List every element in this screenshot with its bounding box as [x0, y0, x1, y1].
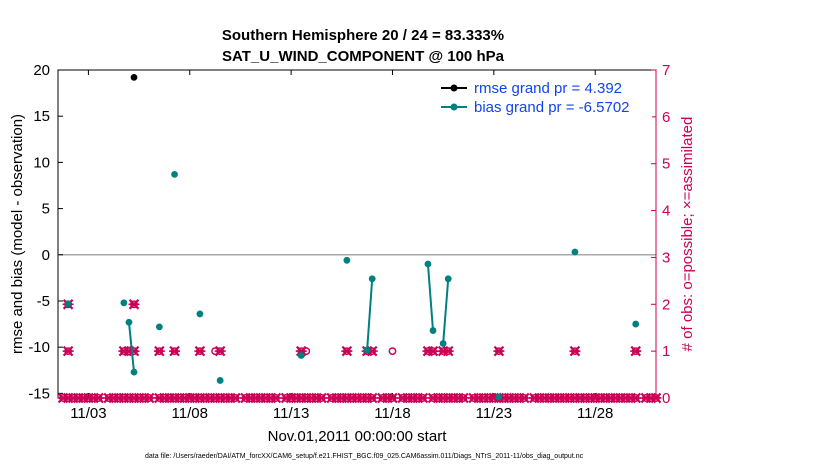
rmse-series	[130, 73, 138, 81]
legend-rmse-label: rmse grand pr = 4.392	[474, 80, 622, 97]
x-tick-label: 11/08	[172, 405, 208, 422]
obs-assimilated-marker	[457, 392, 469, 404]
legend-bias-marker	[450, 103, 458, 111]
bias-line-segment	[127, 322, 136, 373]
bias-point	[429, 327, 437, 334]
y-tick-label-right: 3	[662, 249, 670, 266]
obs-assimilated-marker	[417, 392, 429, 404]
y-tick-label-right: 4	[662, 203, 670, 220]
legend-box	[432, 76, 652, 120]
obs-assimilated-marker	[169, 345, 181, 357]
bias-point	[343, 256, 351, 264]
obs-assimilated-marker	[427, 345, 439, 357]
x-tick-label: 11/23	[476, 405, 512, 422]
y-tick-label-left: -5	[37, 293, 50, 310]
bias-line-segment	[366, 278, 374, 351]
rmse-point	[130, 73, 138, 81]
bias-point	[171, 171, 178, 178]
y-tick-label-left: 0	[42, 247, 50, 264]
y-tick-label-right: 1	[662, 343, 670, 360]
bias-line-segment	[426, 263, 435, 331]
bias-point	[297, 352, 305, 359]
y-tick-label-left: 10	[33, 154, 50, 171]
bias-point	[155, 323, 163, 331]
bias-point	[130, 368, 138, 376]
obs-assimilated-marker	[442, 345, 454, 357]
obs-assimilated-marker	[214, 345, 226, 357]
obs-assimilated-marker	[143, 392, 155, 404]
axis-ticks: 11/03 11/08 11/13 11/18 11/23 11/28 -15 -10 -5 0 5…	[28, 62, 670, 422]
chart-title-line1: Southern Hemisphere 20 / 24 = 83.333%	[222, 27, 504, 44]
legend-rmse-marker	[450, 84, 458, 92]
y-tick-label-right: 5	[662, 156, 670, 173]
x-tick-label: 11/13	[273, 405, 309, 422]
bias-point	[196, 310, 204, 318]
obs-assimilated-marker	[62, 345, 74, 357]
obs-assimilated-marker	[341, 345, 353, 357]
bias-point	[216, 377, 224, 384]
y-tick-label-left: 15	[33, 108, 50, 125]
y-tick-label-right: 2	[662, 296, 670, 313]
obs-assimilated-marker	[229, 392, 241, 404]
bias-point	[444, 275, 452, 283]
data-file-footnote: data file: /Users/raeder/DAI/ATM_forcXX/…	[145, 453, 584, 460]
y-tick-label-left: -15	[28, 385, 50, 402]
obs-assimilated-marker	[386, 392, 398, 404]
y-tick-label-right: 7	[662, 62, 670, 79]
y-tick-label-left: 20	[33, 62, 50, 79]
x-tick-label: 11/28	[577, 405, 613, 422]
bias-series	[64, 171, 640, 401]
bias-point	[571, 248, 579, 256]
x-axis-label: Nov.01,2011 00:00:00 start	[268, 428, 448, 445]
obs-assimilated-marker	[93, 392, 105, 404]
y-tick-label-left: 5	[42, 201, 50, 218]
obs-assimilated-marker	[569, 345, 581, 357]
bias-point	[632, 320, 640, 328]
obs-assimilated-marker	[630, 392, 642, 404]
bias-point	[495, 393, 503, 401]
bias-point	[363, 346, 371, 354]
y-axis-label-left: rmse and bias (model - observation)	[9, 114, 26, 354]
obs-assimilated-marker	[153, 345, 165, 357]
obs-assimilated-marker	[630, 345, 642, 357]
obs-count-series	[57, 299, 662, 404]
y-tick-label-right: 0	[662, 390, 670, 407]
bias-point	[439, 340, 447, 347]
bias-line-segment	[442, 278, 450, 344]
x-tick-label: 11/18	[374, 405, 410, 422]
y-axis-label-right: # of obs: o=possible; ×=assimilated	[679, 117, 696, 352]
x-tick-label: 11/03	[70, 405, 106, 422]
obs-assimilated-marker	[128, 299, 140, 310]
obs-assimilated-marker	[270, 392, 282, 404]
obs-assimilated-marker	[194, 345, 206, 357]
obs-assimilated-marker	[316, 392, 328, 404]
obs-assimilated-marker	[493, 345, 505, 357]
bias-point	[120, 299, 128, 307]
y-tick-label-left: -10	[28, 339, 50, 356]
obs-assimilated-marker	[650, 392, 662, 404]
bias-point	[64, 300, 72, 308]
obs-assimilated-marker	[366, 392, 378, 404]
legend-bias-label: bias grand pr = -6.5702	[474, 99, 630, 116]
bias-point	[368, 275, 376, 283]
legend: rmse grand pr = 4.392 bias grand pr = -6…	[432, 76, 652, 120]
bias-point	[424, 260, 432, 268]
obs-assimilated-marker	[518, 392, 530, 404]
chart-title-line2: SAT_U_WIND_COMPONENT @ 100 hPa	[222, 48, 505, 65]
obs-possible-marker	[388, 347, 397, 356]
bias-point	[125, 318, 133, 326]
y-tick-label-right: 6	[662, 109, 670, 126]
